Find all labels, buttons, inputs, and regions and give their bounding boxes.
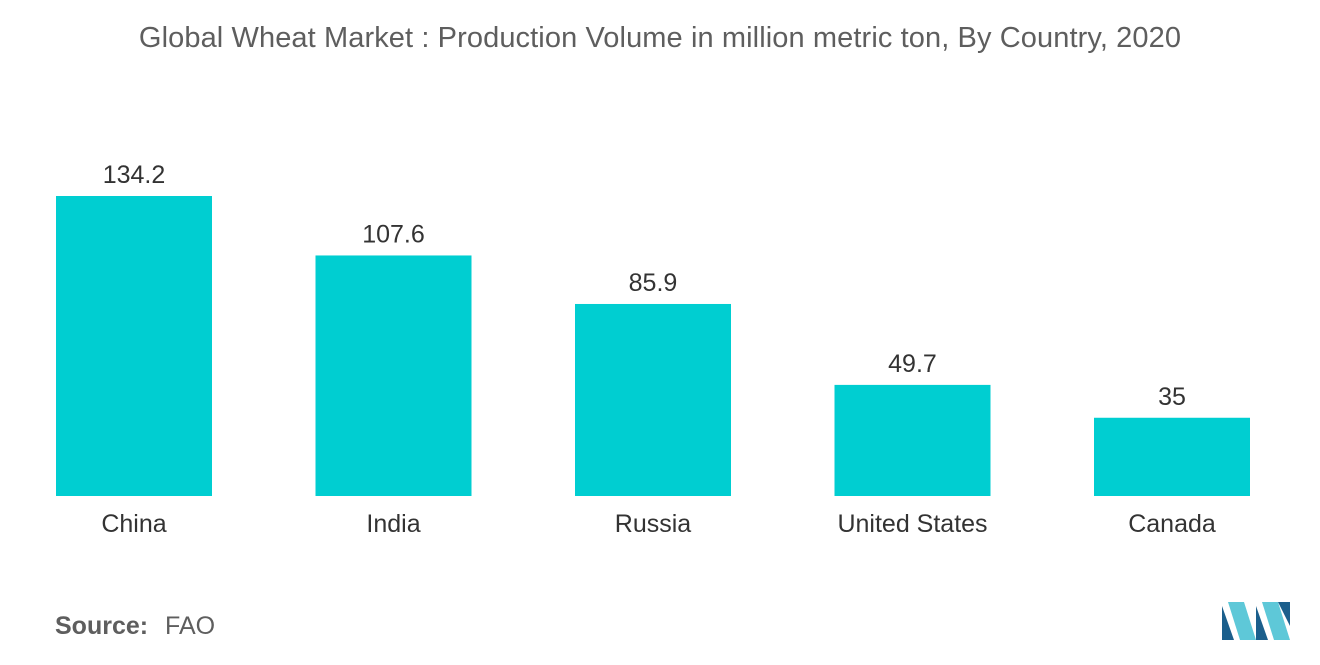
category-label: Russia xyxy=(615,510,692,538)
bar-russia xyxy=(575,303,731,496)
value-label: 35 xyxy=(1158,383,1186,411)
bar-chart: 134.2 107.6 85.9 49.7 35 China India Russia Uni… xyxy=(56,161,1250,538)
category-label: India xyxy=(366,510,420,538)
category-label: China xyxy=(101,510,166,538)
source-value: FAO xyxy=(165,612,216,640)
chart-title: Global Wheat Market : Production Volume … xyxy=(138,22,1182,54)
value-label: 85.9 xyxy=(629,269,678,297)
source-note: Source: FAO xyxy=(55,612,215,641)
value-label: 107.6 xyxy=(362,220,425,248)
value-label: 49.7 xyxy=(888,350,937,378)
value-label: 134.2 xyxy=(103,161,166,189)
mordor-intelligence-logo-icon xyxy=(1222,602,1290,640)
category-label: United States xyxy=(837,510,987,538)
bar-canada xyxy=(1094,417,1250,496)
bars-group xyxy=(56,196,1250,496)
value-labels-group: 134.2 107.6 85.9 49.7 35 xyxy=(103,161,1186,411)
bar-india xyxy=(315,255,472,496)
bar-united-states xyxy=(834,384,991,496)
category-labels-group: China India Russia United States Canada xyxy=(101,510,1216,538)
category-label: Canada xyxy=(1128,510,1216,538)
bar-china xyxy=(56,196,212,496)
source-label: Source: xyxy=(55,612,149,640)
